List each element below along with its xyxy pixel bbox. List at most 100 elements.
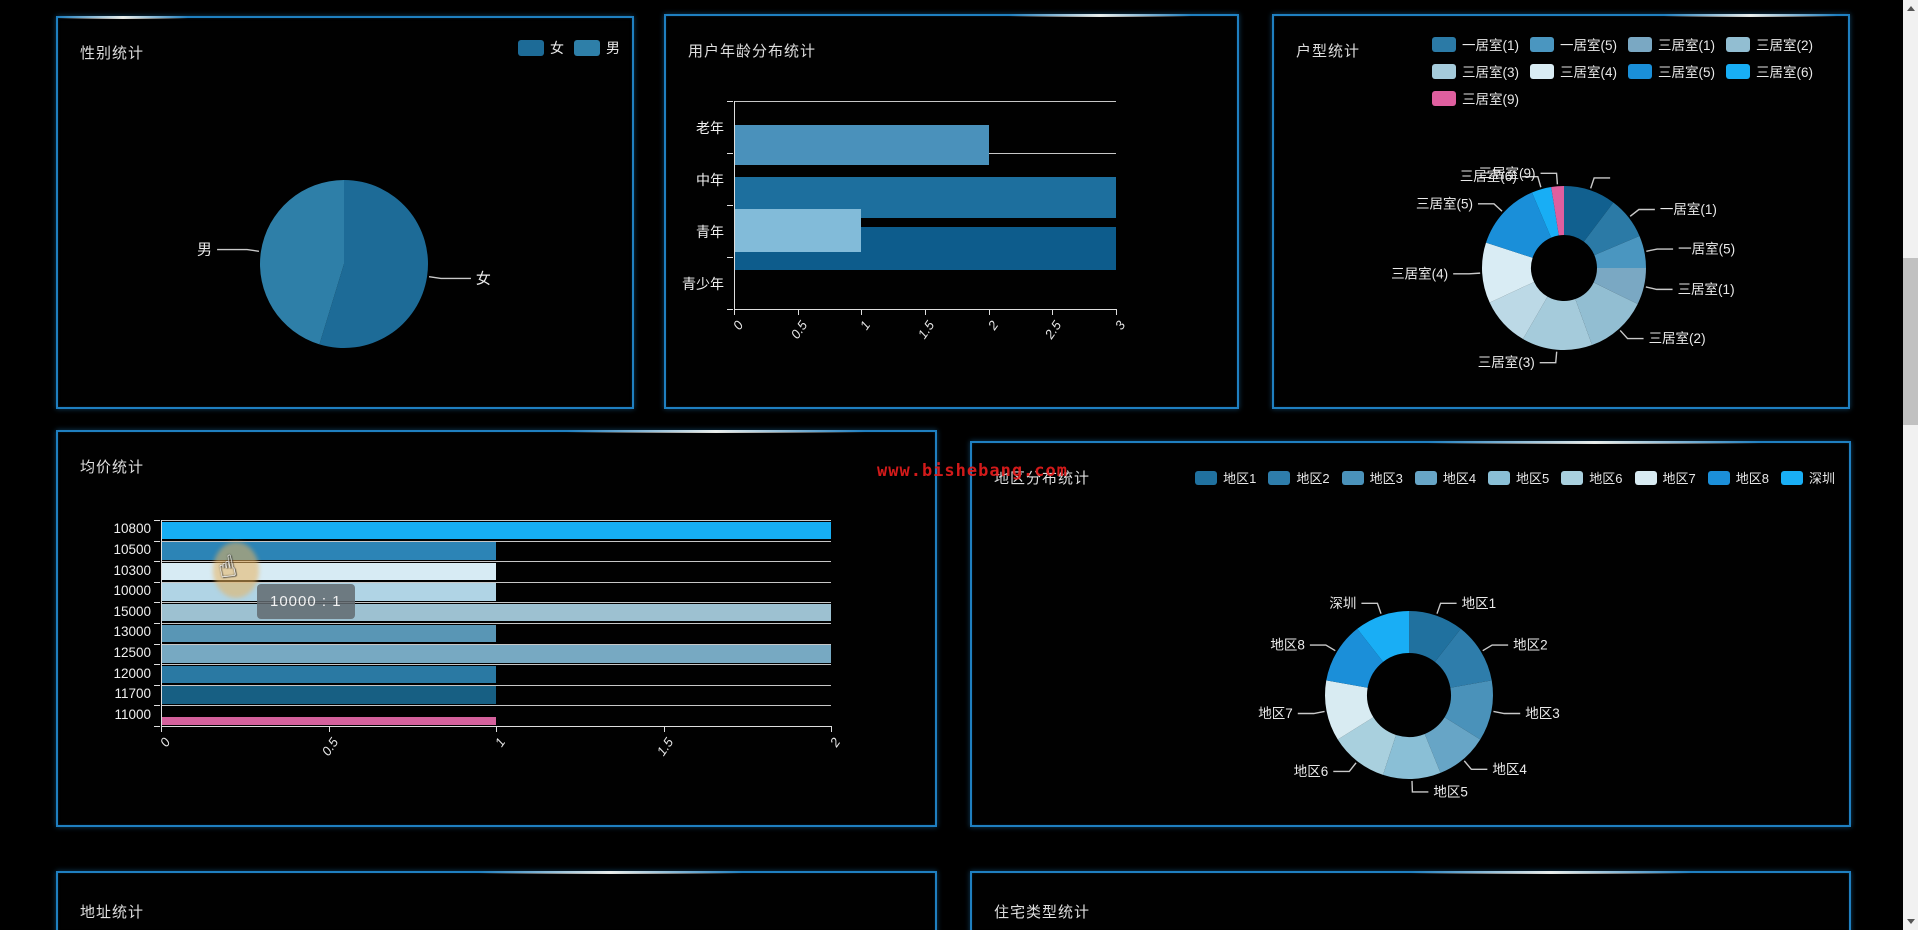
legend-item[interactable]: 地区2 bbox=[1268, 468, 1330, 487]
bar-12500[interactable] bbox=[161, 645, 831, 663]
pie-callout-line bbox=[1477, 203, 1503, 212]
legend-swatch bbox=[1530, 36, 1554, 52]
legend: 女男 bbox=[518, 38, 620, 58]
bar-10800[interactable] bbox=[161, 521, 831, 539]
y-tick bbox=[154, 664, 160, 666]
scroll-up-arrow-icon[interactable] bbox=[1907, 6, 1915, 11]
x-tick bbox=[861, 309, 863, 315]
pie-segment[interactable] bbox=[1593, 268, 1646, 304]
scroll-down-arrow-icon[interactable] bbox=[1907, 919, 1915, 924]
legend-item[interactable]: 三居室(5) bbox=[1628, 61, 1726, 81]
bar-10300[interactable] bbox=[161, 562, 496, 581]
legend-item[interactable]: 一居室(5) bbox=[1530, 34, 1628, 54]
page-scrollbar[interactable] bbox=[1903, 0, 1918, 930]
grid-split-line bbox=[161, 664, 831, 666]
legend-label: 深圳 bbox=[1808, 471, 1835, 486]
pie-segment-label: 男 bbox=[197, 241, 212, 258]
legend-item[interactable]: 男 bbox=[574, 38, 620, 58]
pie-segment[interactable] bbox=[1564, 186, 1614, 242]
bar-13000[interactable] bbox=[161, 624, 496, 642]
pie-callout-line bbox=[1645, 286, 1673, 291]
y-tick bbox=[727, 205, 733, 206]
legend-item[interactable]: 女 bbox=[518, 38, 564, 58]
pie-callout-line bbox=[1619, 329, 1644, 340]
pie-segment[interactable] bbox=[1583, 202, 1640, 256]
pie-segment[interactable] bbox=[1575, 282, 1638, 346]
pie-segment[interactable] bbox=[1486, 192, 1552, 258]
pie-segment[interactable] bbox=[1482, 242, 1535, 303]
pie-segment[interactable] bbox=[1551, 186, 1564, 236]
pie-segment[interactable] bbox=[1523, 296, 1593, 351]
pie-segment-label: 三居室(4) bbox=[1391, 265, 1448, 281]
pie-callout-line bbox=[1493, 710, 1521, 715]
legend-item[interactable]: 三居室(1) bbox=[1628, 34, 1726, 54]
legend-swatch bbox=[1561, 470, 1584, 485]
x-tick-label: 1.5 bbox=[914, 318, 938, 342]
pie-segment[interactable] bbox=[1337, 717, 1397, 775]
category-label: 青少年 bbox=[682, 276, 724, 292]
pie-segment[interactable] bbox=[1434, 628, 1492, 688]
bar-11000[interactable] bbox=[161, 717, 496, 726]
legend-item[interactable]: 一居室(1) bbox=[1432, 34, 1530, 54]
y-tick bbox=[727, 257, 733, 258]
pie-callout-line bbox=[1436, 602, 1457, 614]
pie-segment[interactable] bbox=[260, 180, 344, 345]
pie-segment[interactable] bbox=[1383, 733, 1441, 779]
legend-item[interactable]: 地区3 bbox=[1341, 468, 1403, 487]
legend-item[interactable]: 地区5 bbox=[1488, 468, 1549, 487]
legend-item[interactable]: 深圳 bbox=[1780, 468, 1835, 487]
y-tick bbox=[154, 602, 160, 604]
y-tick bbox=[154, 581, 160, 583]
y-tick bbox=[727, 309, 733, 310]
scrollbar-thumb[interactable] bbox=[1903, 258, 1918, 425]
pie-callout-line bbox=[1540, 172, 1559, 185]
bar-老年[interactable] bbox=[734, 125, 989, 165]
legend-swatch bbox=[1726, 36, 1750, 52]
legend-item[interactable]: 地区8 bbox=[1707, 468, 1769, 487]
pie-callout-line bbox=[428, 276, 471, 280]
pie-segment[interactable] bbox=[1424, 717, 1481, 773]
pie-segment[interactable] bbox=[1594, 235, 1646, 268]
bar-11700[interactable] bbox=[161, 686, 496, 704]
pie-segment[interactable] bbox=[1444, 680, 1493, 740]
pie-segment[interactable] bbox=[319, 180, 428, 348]
legend-item[interactable]: 三居室(2) bbox=[1726, 34, 1824, 54]
bar-10500[interactable] bbox=[161, 542, 496, 560]
grid-split-line bbox=[161, 540, 831, 542]
legend-item[interactable]: 地区6 bbox=[1561, 468, 1623, 487]
y-tick bbox=[154, 684, 160, 686]
legend-swatch bbox=[1432, 36, 1456, 52]
legend-item[interactable]: 三居室(6) bbox=[1726, 61, 1824, 81]
pie-segment[interactable] bbox=[1357, 611, 1409, 662]
age-bar-chart[interactable]: 老年 中年 青年 青少年 0 0.5 1 1.5 2 2.5 3 bbox=[666, 16, 1237, 407]
pie-segment-label: 地区8 bbox=[1270, 638, 1305, 653]
legend-label: 地区5 bbox=[1516, 471, 1550, 486]
x-tick bbox=[925, 309, 926, 315]
pie-segment-label: 地区7 bbox=[1258, 706, 1293, 721]
x-tick bbox=[1116, 309, 1117, 315]
legend-item[interactable]: 三居室(4) bbox=[1530, 61, 1628, 81]
legend-swatch bbox=[1634, 470, 1657, 485]
pie-segment[interactable] bbox=[1531, 187, 1559, 238]
pie-segment[interactable] bbox=[1409, 611, 1461, 662]
bar-青年[interactable] bbox=[734, 209, 862, 252]
housetype-donut-chart[interactable]: 一居室(1) 一居室(5) 三居室(1) 三居室(2) 三居室(3) 三居室(4) 三居室(… bbox=[1274, 16, 1848, 407]
pie-callout-line bbox=[1646, 248, 1674, 252]
bar-12000[interactable] bbox=[161, 665, 496, 684]
avgprice-bar-chart[interactable]: 10800 10500 10300 10000 15000 13000 12500 12000… bbox=[58, 432, 935, 825]
pie-callout-line bbox=[1411, 780, 1429, 793]
legend-item[interactable]: 三居室(3) bbox=[1432, 61, 1530, 81]
gender-pie-chart[interactable]: 女男 bbox=[58, 18, 632, 407]
legend-item[interactable]: 地区4 bbox=[1414, 468, 1476, 487]
pie-segment[interactable] bbox=[1326, 628, 1384, 688]
category-label: 10300 bbox=[113, 562, 151, 578]
pie-segment[interactable] bbox=[1325, 680, 1374, 740]
region-donut-chart[interactable]: 地区1 地区2 地区3 地区4 地区5 地区6 地区7 地区8 深圳 bbox=[972, 443, 1849, 825]
pie-segment-label: 女 bbox=[476, 269, 491, 287]
legend-item[interactable]: 地区1 bbox=[1195, 468, 1256, 487]
pie-segment[interactable] bbox=[1489, 281, 1548, 340]
legend-item[interactable]: 三居室(9) bbox=[1432, 88, 1530, 108]
legend-item[interactable]: 地区7 bbox=[1634, 468, 1696, 487]
x-tick-label: 3 bbox=[1111, 318, 1129, 333]
